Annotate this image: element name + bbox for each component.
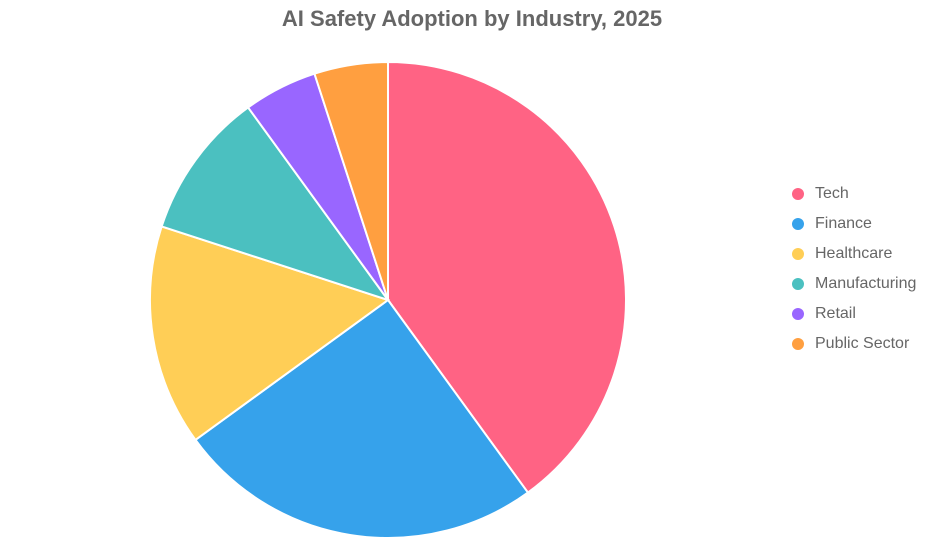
legend-label[interactable]: Tech [815,185,849,202]
legend-marker[interactable] [792,308,804,320]
pie-slice [387,60,627,494]
pie-slice [194,298,530,539]
pie-slice [313,60,389,301]
legend-marker[interactable] [792,338,804,350]
pie-slice [149,225,391,442]
legend-label[interactable]: Public Sector [815,335,910,352]
legend-marker[interactable] [792,248,804,260]
legend-marker[interactable] [792,218,804,230]
legend-label[interactable]: Healthcare [815,245,892,262]
chart-title: AI Safety Adoption by Industry, 2025 [282,6,662,31]
pie-slice [160,106,391,302]
legend-marker[interactable] [792,278,804,290]
legend-label[interactable]: Retail [815,305,856,322]
legend-marker[interactable] [792,188,804,200]
legend-label[interactable]: Finance [815,215,872,232]
legend-label[interactable]: Manufacturing [815,275,916,292]
